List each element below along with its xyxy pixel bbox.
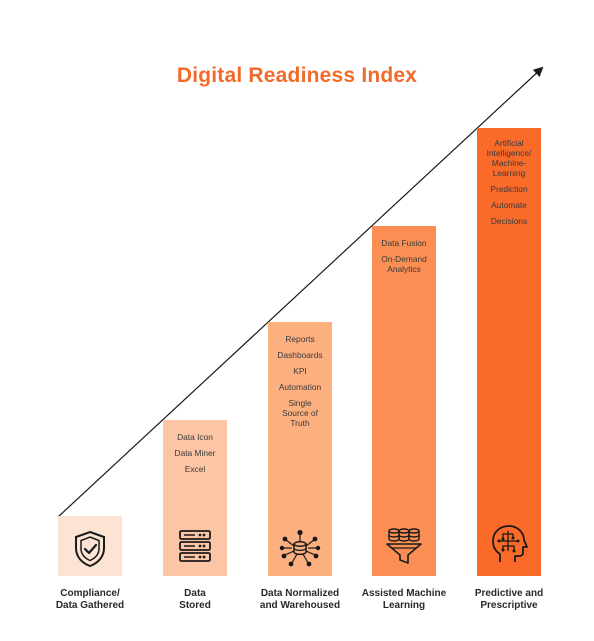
server-stack-icon (179, 530, 211, 562)
stage-item: Single Source of Truth (282, 398, 318, 428)
stage-item: Dashboards (277, 350, 323, 360)
stage-bar-predictive: Artificial Intelligence/ Machine- Learni… (477, 128, 541, 576)
data-funnel-icon (386, 528, 422, 564)
stage-label-compliance: Compliance/ Data Gathered (55, 588, 125, 611)
stage-label-normalized: Data Normalized and Warehoused (259, 588, 341, 611)
stage-label-stored: Data Stored (179, 588, 211, 611)
stage-item: Data Miner (174, 448, 216, 458)
stage-item: Excel (184, 464, 206, 474)
stage-item: On-Demand Analytics (381, 254, 427, 274)
stage-item: Prediction (490, 184, 528, 194)
data-network-icon (279, 529, 321, 567)
stage-item: KPI (293, 366, 307, 376)
stage-item: Reports (285, 334, 315, 344)
stage-bar-stored: Data Icon Data Miner Excel (163, 420, 227, 576)
stage-item: Decisions (490, 216, 528, 226)
stage-item: Automate (491, 200, 527, 210)
stage-label-assisted-ml: Assisted Machine Learning (361, 588, 447, 611)
stage-label-predictive: Predictive and Prescriptive (474, 588, 544, 611)
stage-item: Data Icon (177, 432, 213, 442)
stage-item: Artificial Intelligence/ Machine- Learni… (486, 138, 532, 178)
shield-check-icon (75, 530, 105, 568)
brain-head-icon (492, 525, 528, 562)
diagram-title: Digital Readiness Index (176, 64, 418, 87)
stage-bar-compliance (58, 516, 122, 576)
stage-item: Data Fusion (381, 238, 427, 248)
stage-bar-normalized: Reports Dashboards KPI Automation Single… (268, 322, 332, 576)
stage-bar-assisted-ml: Data Fusion On-Demand Analytics (372, 226, 436, 576)
stage-item: Automation (278, 382, 322, 392)
